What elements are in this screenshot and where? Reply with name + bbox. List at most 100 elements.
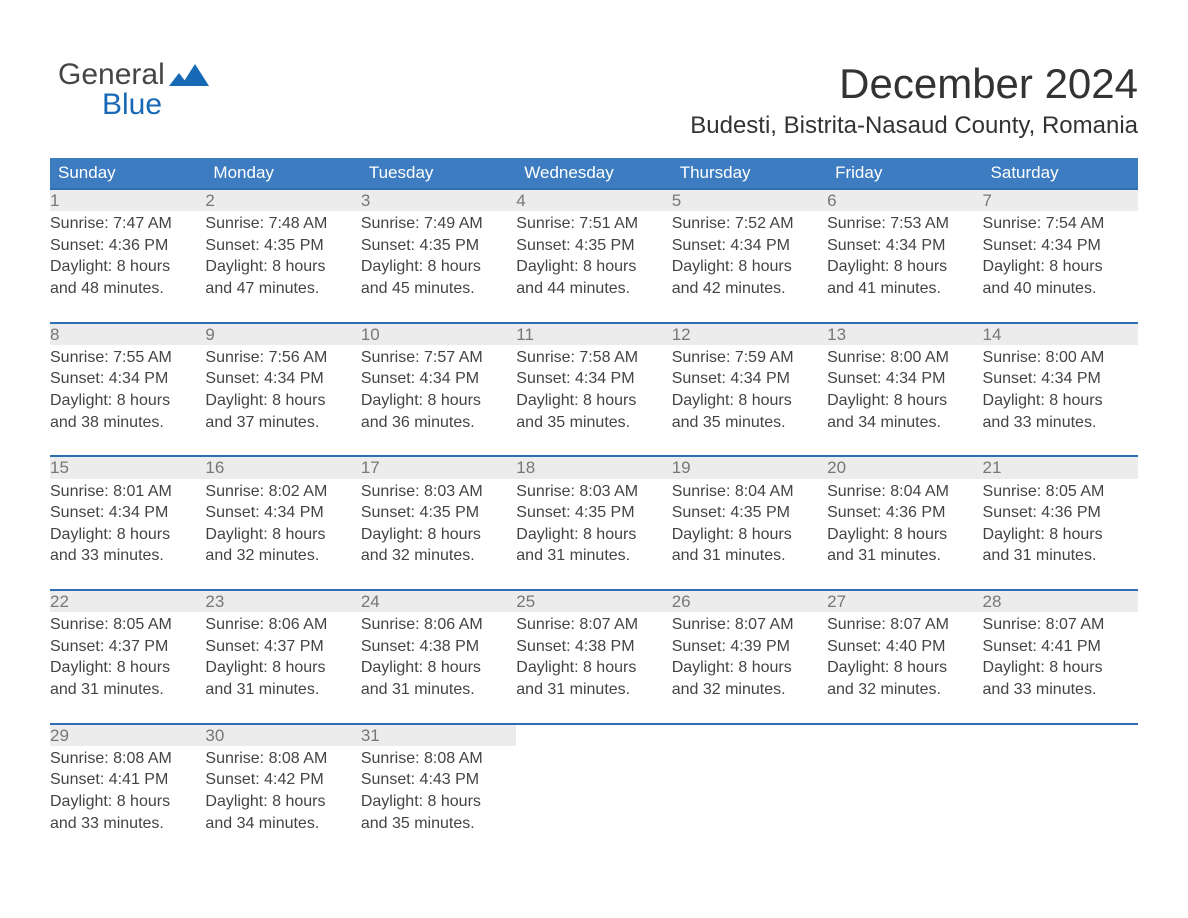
date-cell: 19 bbox=[672, 456, 827, 478]
sunrise-text: Sunrise: 8:08 AM bbox=[205, 748, 360, 770]
date-cell: 17 bbox=[361, 456, 516, 478]
day-data-cell: Sunrise: 8:03 AMSunset: 4:35 PMDaylight:… bbox=[516, 479, 671, 567]
day-header: Wednesday bbox=[516, 158, 671, 189]
d1-text: Daylight: 8 hours bbox=[516, 657, 671, 679]
d2-text: and 32 minutes. bbox=[827, 679, 982, 701]
d2-text: and 31 minutes. bbox=[983, 545, 1138, 567]
sunset-text: Sunset: 4:35 PM bbox=[516, 235, 671, 257]
d2-text: and 33 minutes. bbox=[983, 412, 1138, 434]
sunrise-text: Sunrise: 7:55 AM bbox=[50, 347, 205, 369]
sunset-text: Sunset: 4:36 PM bbox=[50, 235, 205, 257]
d1-text: Daylight: 8 hours bbox=[361, 791, 516, 813]
logo-word1: General bbox=[58, 58, 165, 91]
sunrise-text: Sunrise: 8:06 AM bbox=[205, 614, 360, 636]
day-data-cell: Sunrise: 7:52 AMSunset: 4:34 PMDaylight:… bbox=[672, 211, 827, 299]
date-cell: 13 bbox=[827, 323, 982, 345]
day-data-cell: Sunrise: 7:51 AMSunset: 4:35 PMDaylight:… bbox=[516, 211, 671, 299]
d2-text: and 38 minutes. bbox=[50, 412, 205, 434]
d2-text: and 35 minutes. bbox=[672, 412, 827, 434]
date-cell: 29 bbox=[50, 724, 205, 746]
d1-text: Daylight: 8 hours bbox=[361, 524, 516, 546]
day-data-cell: Sunrise: 7:58 AMSunset: 4:34 PMDaylight:… bbox=[516, 345, 671, 433]
d1-text: Daylight: 8 hours bbox=[516, 524, 671, 546]
d1-text: Daylight: 8 hours bbox=[50, 791, 205, 813]
sunrise-text: Sunrise: 7:53 AM bbox=[827, 213, 982, 235]
date-cell: 7 bbox=[983, 189, 1138, 211]
day-data-cell: Sunrise: 8:03 AMSunset: 4:35 PMDaylight:… bbox=[361, 479, 516, 567]
sunrise-text: Sunrise: 8:07 AM bbox=[983, 614, 1138, 636]
date-cell bbox=[672, 724, 827, 746]
date-cell: 27 bbox=[827, 590, 982, 612]
date-cell: 5 bbox=[672, 189, 827, 211]
date-cell: 23 bbox=[205, 590, 360, 612]
day-data-cell: Sunrise: 7:49 AMSunset: 4:35 PMDaylight:… bbox=[361, 211, 516, 299]
d2-text: and 32 minutes. bbox=[361, 545, 516, 567]
d1-text: Daylight: 8 hours bbox=[516, 390, 671, 412]
sunrise-text: Sunrise: 7:54 AM bbox=[983, 213, 1138, 235]
d1-text: Daylight: 8 hours bbox=[983, 524, 1138, 546]
d2-text: and 31 minutes. bbox=[361, 679, 516, 701]
date-cell: 22 bbox=[50, 590, 205, 612]
sunrise-text: Sunrise: 7:49 AM bbox=[361, 213, 516, 235]
sunset-text: Sunset: 4:40 PM bbox=[827, 636, 982, 658]
d2-text: and 35 minutes. bbox=[516, 412, 671, 434]
sunset-text: Sunset: 4:41 PM bbox=[50, 769, 205, 791]
d2-text: and 32 minutes. bbox=[205, 545, 360, 567]
day-data-cell: Sunrise: 8:07 AMSunset: 4:39 PMDaylight:… bbox=[672, 612, 827, 700]
day-header: Tuesday bbox=[361, 158, 516, 189]
d1-text: Daylight: 8 hours bbox=[827, 256, 982, 278]
d2-text: and 31 minutes. bbox=[205, 679, 360, 701]
date-cell: 9 bbox=[205, 323, 360, 345]
sunset-text: Sunset: 4:35 PM bbox=[516, 502, 671, 524]
sunrise-text: Sunrise: 8:02 AM bbox=[205, 481, 360, 503]
week-date-row: 15161718192021 bbox=[50, 456, 1138, 478]
flag-icon bbox=[169, 64, 209, 86]
d2-text: and 40 minutes. bbox=[983, 278, 1138, 300]
week-data-row: Sunrise: 8:05 AMSunset: 4:37 PMDaylight:… bbox=[50, 612, 1138, 700]
week-data-row: Sunrise: 8:08 AMSunset: 4:41 PMDaylight:… bbox=[50, 746, 1138, 834]
sunrise-text: Sunrise: 8:08 AM bbox=[50, 748, 205, 770]
week-date-row: 1234567 bbox=[50, 189, 1138, 211]
day-header: Friday bbox=[827, 158, 982, 189]
day-data-cell bbox=[672, 746, 827, 834]
d2-text: and 48 minutes. bbox=[50, 278, 205, 300]
d1-text: Daylight: 8 hours bbox=[827, 657, 982, 679]
week-date-row: 891011121314 bbox=[50, 323, 1138, 345]
day-data-cell: Sunrise: 8:01 AMSunset: 4:34 PMDaylight:… bbox=[50, 479, 205, 567]
day-data-cell bbox=[827, 746, 982, 834]
date-cell: 6 bbox=[827, 189, 982, 211]
d1-text: Daylight: 8 hours bbox=[672, 657, 827, 679]
date-cell: 1 bbox=[50, 189, 205, 211]
sunrise-text: Sunrise: 8:05 AM bbox=[983, 481, 1138, 503]
day-data-cell: Sunrise: 8:07 AMSunset: 4:40 PMDaylight:… bbox=[827, 612, 982, 700]
sunrise-text: Sunrise: 8:08 AM bbox=[361, 748, 516, 770]
sunrise-text: Sunrise: 8:04 AM bbox=[827, 481, 982, 503]
sunrise-text: Sunrise: 7:58 AM bbox=[516, 347, 671, 369]
sunset-text: Sunset: 4:37 PM bbox=[205, 636, 360, 658]
d1-text: Daylight: 8 hours bbox=[205, 657, 360, 679]
sunrise-text: Sunrise: 8:00 AM bbox=[827, 347, 982, 369]
d2-text: and 31 minutes. bbox=[50, 679, 205, 701]
d1-text: Daylight: 8 hours bbox=[205, 256, 360, 278]
day-data-cell bbox=[983, 746, 1138, 834]
date-cell: 24 bbox=[361, 590, 516, 612]
day-data-cell: Sunrise: 7:55 AMSunset: 4:34 PMDaylight:… bbox=[50, 345, 205, 433]
date-cell: 25 bbox=[516, 590, 671, 612]
sunset-text: Sunset: 4:36 PM bbox=[827, 502, 982, 524]
day-data-cell: Sunrise: 7:56 AMSunset: 4:34 PMDaylight:… bbox=[205, 345, 360, 433]
sunset-text: Sunset: 4:41 PM bbox=[983, 636, 1138, 658]
sunset-text: Sunset: 4:34 PM bbox=[516, 368, 671, 390]
date-cell: 11 bbox=[516, 323, 671, 345]
d2-text: and 45 minutes. bbox=[361, 278, 516, 300]
sunrise-text: Sunrise: 8:01 AM bbox=[50, 481, 205, 503]
sunset-text: Sunset: 4:36 PM bbox=[983, 502, 1138, 524]
d2-text: and 34 minutes. bbox=[205, 813, 360, 835]
sunset-text: Sunset: 4:34 PM bbox=[983, 368, 1138, 390]
sunrise-text: Sunrise: 8:04 AM bbox=[672, 481, 827, 503]
sunset-text: Sunset: 4:35 PM bbox=[672, 502, 827, 524]
day-data-cell: Sunrise: 7:53 AMSunset: 4:34 PMDaylight:… bbox=[827, 211, 982, 299]
sunset-text: Sunset: 4:39 PM bbox=[672, 636, 827, 658]
day-data-cell: Sunrise: 8:05 AMSunset: 4:36 PMDaylight:… bbox=[983, 479, 1138, 567]
day-data-cell: Sunrise: 7:48 AMSunset: 4:35 PMDaylight:… bbox=[205, 211, 360, 299]
day-data-cell: Sunrise: 8:04 AMSunset: 4:36 PMDaylight:… bbox=[827, 479, 982, 567]
